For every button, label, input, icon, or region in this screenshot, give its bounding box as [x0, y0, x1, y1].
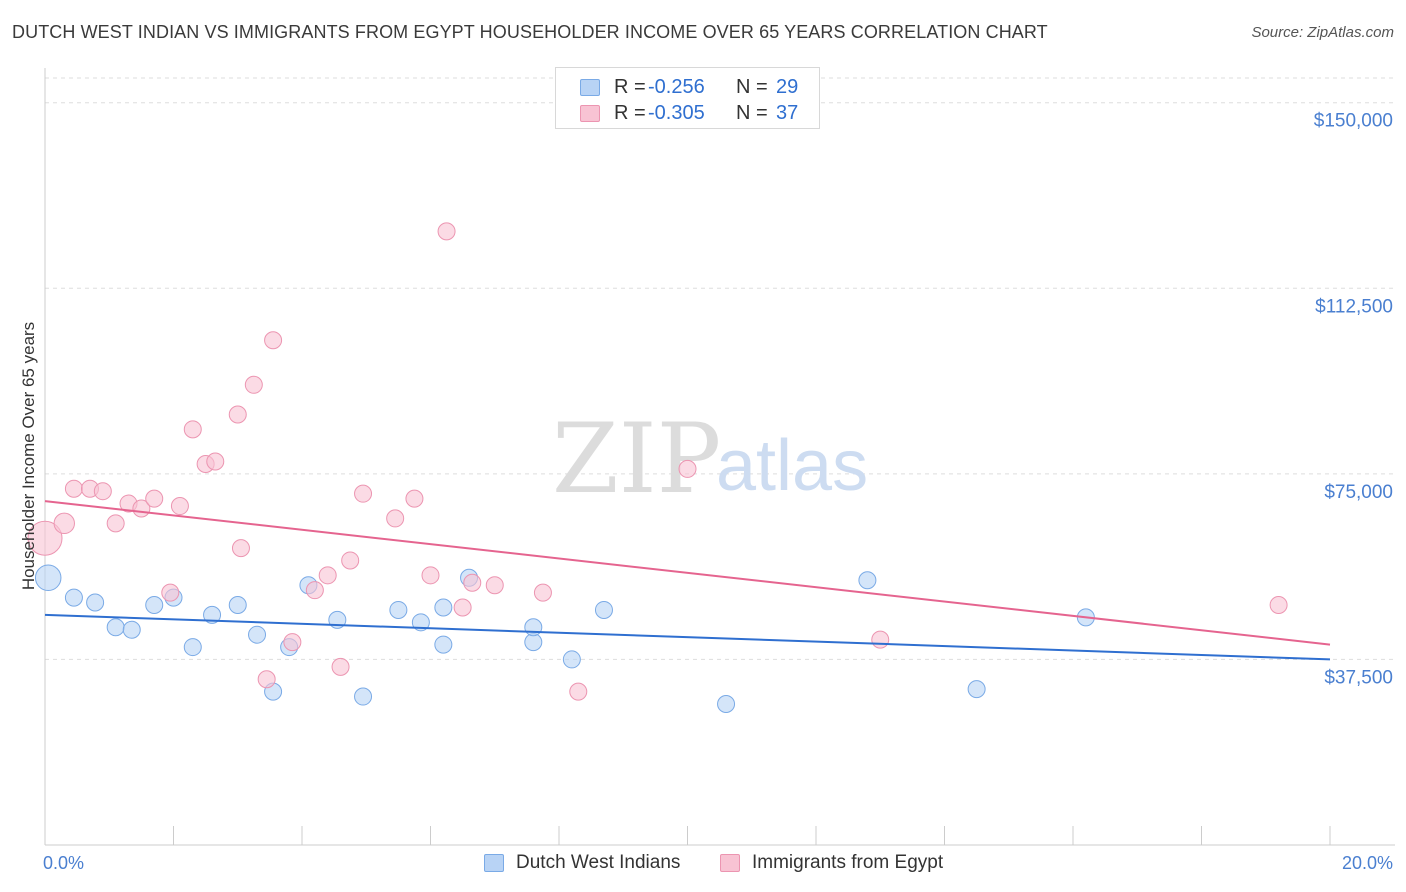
data-point-dutch-west-indians — [434, 635, 453, 654]
watermark-atlas: atlas — [716, 426, 868, 506]
y-axis-title: Householder Income Over 65 years — [19, 322, 38, 590]
data-point-immigrants-from-egypt — [93, 482, 112, 501]
trend-line-dutch-west-indians — [44, 613, 1331, 661]
data-point-dutch-west-indians — [34, 564, 62, 592]
axis-layer — [44, 68, 1395, 846]
data-point-dutch-west-indians — [967, 680, 986, 699]
data-point-immigrants-from-egypt — [1269, 596, 1288, 615]
watermark: ZIP atlas — [552, 403, 868, 515]
data-point-immigrants-from-egypt — [678, 459, 697, 478]
data-point-immigrants-from-egypt — [244, 375, 263, 394]
pink-swatch — [580, 105, 600, 122]
y-tick-label: $112,500 — [1315, 296, 1393, 317]
data-point-immigrants-from-egypt — [421, 566, 440, 585]
data-point-immigrants-from-egypt — [354, 484, 373, 503]
n-label: N = — [736, 102, 768, 124]
data-point-dutch-west-indians — [858, 571, 877, 590]
data-point-immigrants-from-egypt — [206, 452, 225, 471]
pink-swatch — [720, 854, 740, 872]
data-point-immigrants-from-egypt — [145, 489, 164, 508]
data-point-immigrants-from-egypt — [257, 670, 276, 689]
stats-legend: R = -0.256 N = 29 R = -0.305 N = 37 — [555, 67, 820, 129]
legend-label: Immigrants from Egypt — [752, 852, 944, 873]
r-value: -0.256 — [648, 76, 705, 98]
data-point-immigrants-from-egypt — [231, 539, 250, 558]
trend-line-immigrants-from-egypt — [44, 500, 1331, 646]
data-point-dutch-west-indians — [122, 620, 141, 639]
x-tick-label: 0.0% — [43, 853, 84, 873]
data-point-immigrants-from-egypt — [386, 509, 405, 528]
data-point-dutch-west-indians — [434, 598, 453, 617]
data-point-dutch-west-indians — [203, 605, 222, 624]
data-point-dutch-west-indians — [64, 588, 83, 607]
y-tick-label: $150,000 — [1314, 111, 1393, 132]
grid-layer — [45, 77, 1395, 660]
data-point-dutch-west-indians — [389, 600, 408, 619]
n-value: 37 — [776, 102, 799, 124]
points-layer — [27, 222, 1288, 713]
data-point-immigrants-from-egypt — [453, 598, 472, 617]
data-point-dutch-west-indians — [106, 618, 125, 637]
data-point-immigrants-from-egypt — [463, 573, 482, 592]
data-point-dutch-west-indians — [717, 694, 736, 713]
n-value: 29 — [776, 76, 799, 98]
data-point-immigrants-from-egypt — [485, 576, 504, 595]
chart-source: Source: ZipAtlas.com — [1251, 24, 1394, 41]
data-point-immigrants-from-egypt — [569, 682, 588, 701]
data-point-immigrants-from-egypt — [27, 520, 63, 556]
data-point-dutch-west-indians — [248, 625, 267, 644]
n-label: N = — [736, 76, 768, 98]
data-point-immigrants-from-egypt — [183, 420, 202, 439]
label-layer: $37,500 $75,000 $112,500 $150,000 0.0% 20.0% — [43, 111, 1393, 873]
y-tick-label: $37,500 — [1324, 667, 1393, 688]
r-value: -0.305 — [648, 102, 705, 124]
blue-swatch — [484, 854, 504, 872]
data-point-dutch-west-indians — [86, 593, 105, 612]
blue-swatch — [580, 79, 600, 96]
data-point-dutch-west-indians — [228, 596, 247, 615]
data-point-dutch-west-indians — [594, 600, 613, 619]
data-point-dutch-west-indians — [411, 613, 430, 632]
data-point-immigrants-from-egypt — [437, 222, 456, 241]
data-point-immigrants-from-egypt — [64, 479, 83, 498]
data-point-immigrants-from-egypt — [161, 583, 180, 602]
data-point-immigrants-from-egypt — [305, 581, 324, 600]
data-point-dutch-west-indians — [145, 596, 164, 615]
data-point-immigrants-from-egypt — [871, 630, 890, 649]
data-point-immigrants-from-egypt — [405, 489, 424, 508]
series-legend: Dutch West Indians Immigrants from Egypt — [0, 851, 1406, 877]
x-tick-label: 20.0% — [1342, 853, 1393, 873]
watermark-zip: ZIP — [552, 403, 721, 515]
data-point-immigrants-from-egypt — [331, 657, 350, 676]
data-point-immigrants-from-egypt — [170, 497, 189, 516]
data-point-immigrants-from-egypt — [228, 405, 247, 424]
data-point-dutch-west-indians — [183, 638, 202, 657]
r-label: R = — [614, 102, 646, 124]
data-point-immigrants-from-egypt — [283, 633, 302, 652]
trend-layer — [44, 500, 1331, 661]
data-point-dutch-west-indians — [354, 687, 373, 706]
data-point-immigrants-from-egypt — [533, 583, 552, 602]
data-point-immigrants-from-egypt — [264, 331, 283, 350]
data-point-dutch-west-indians — [524, 618, 543, 637]
data-point-dutch-west-indians — [562, 650, 581, 669]
data-point-immigrants-from-egypt — [341, 551, 360, 570]
r-label: R = — [614, 76, 646, 98]
data-point-immigrants-from-egypt — [318, 566, 337, 585]
chart-title: DUTCH WEST INDIAN VS IMMIGRANTS FROM EGY… — [12, 22, 1048, 42]
data-point-immigrants-from-egypt — [106, 514, 125, 533]
y-tick-label: $75,000 — [1324, 482, 1393, 503]
data-point-immigrants-from-egypt — [53, 512, 75, 535]
legend-label: Dutch West Indians — [516, 852, 681, 873]
